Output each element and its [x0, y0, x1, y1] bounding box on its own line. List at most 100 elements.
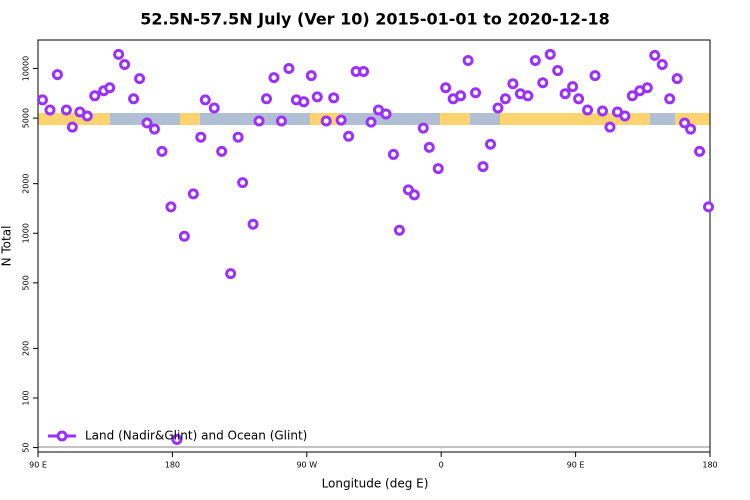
point [51, 69, 63, 81]
x-axis-label: Longitude (deg E) [322, 477, 429, 491]
y-tick-label: 1000 [22, 223, 31, 243]
point [195, 131, 207, 143]
point [268, 72, 280, 84]
point [216, 145, 228, 157]
point [232, 131, 244, 143]
point [552, 65, 564, 77]
point [237, 177, 249, 189]
legend-label: Land (Nadir&Glint) and Ocean (Glint) [85, 429, 307, 443]
point [165, 201, 177, 213]
point [104, 82, 116, 94]
point [423, 141, 435, 153]
point [589, 70, 601, 82]
x-tick-label: 90 E [567, 461, 585, 470]
point [462, 54, 474, 66]
x-tick-label: 180 [165, 461, 180, 470]
point [694, 145, 706, 157]
point [507, 78, 519, 90]
point [358, 66, 370, 78]
point [311, 91, 323, 103]
point [492, 102, 504, 114]
point [113, 48, 125, 60]
y-tick-label: 500 [22, 275, 31, 290]
x-tick-label: 0 [439, 461, 444, 470]
point [529, 54, 541, 66]
x-tick-label: 180 [702, 461, 717, 470]
y-tick-label: 2000 [22, 173, 31, 193]
point [417, 122, 429, 134]
point [298, 96, 310, 108]
point [44, 104, 56, 116]
point [604, 121, 616, 133]
point [522, 90, 534, 102]
point [148, 123, 160, 135]
point [619, 110, 631, 122]
chart-title: 52.5N-57.5N July (Ver 10) 2015-01-01 to … [140, 10, 610, 29]
point [408, 189, 420, 201]
point [440, 82, 452, 94]
y-tick-label: 200 [22, 341, 31, 356]
y-tick-label: 100 [22, 390, 31, 405]
point [187, 188, 199, 200]
point [432, 163, 444, 175]
point [393, 224, 405, 236]
point [208, 102, 220, 114]
point [335, 114, 347, 126]
point [156, 145, 168, 157]
point [60, 104, 72, 116]
x-tick-label: 90 E [29, 461, 47, 470]
plot-frame [37, 39, 711, 453]
point [119, 58, 131, 70]
point [703, 201, 715, 213]
point [582, 104, 594, 116]
point [81, 110, 93, 122]
point [387, 148, 399, 160]
y-axis-label: N Total [0, 226, 14, 267]
point [128, 93, 140, 105]
ocean-band [650, 113, 675, 125]
point [559, 88, 571, 100]
point [225, 268, 237, 280]
point [134, 73, 146, 85]
point [484, 138, 496, 150]
x-tick-label: 90 W [296, 461, 317, 470]
y-tick-label: 5000 [22, 108, 31, 128]
point [499, 93, 511, 105]
point [544, 48, 556, 60]
point [685, 123, 697, 135]
point [596, 105, 608, 117]
point [365, 116, 377, 128]
point [260, 93, 272, 105]
point [626, 90, 638, 102]
ocean-band [470, 113, 500, 125]
point [89, 90, 101, 102]
y-tick-label: 50 [22, 442, 31, 452]
point [537, 77, 549, 89]
point [343, 130, 355, 142]
point [178, 230, 190, 242]
point [328, 92, 340, 104]
point [671, 73, 683, 85]
y-tick-label: 10000 [22, 56, 31, 81]
point [477, 161, 489, 173]
point [283, 63, 295, 75]
point [641, 82, 653, 94]
point [320, 115, 332, 127]
point [470, 87, 482, 99]
point [656, 58, 668, 70]
point [66, 121, 78, 133]
point [664, 93, 676, 105]
point [573, 93, 585, 105]
point [455, 90, 467, 102]
point [199, 94, 211, 106]
point [649, 49, 661, 61]
point [305, 70, 317, 82]
point [679, 117, 691, 129]
legend-marker [56, 430, 68, 442]
ocean-band [340, 113, 440, 125]
point [253, 115, 265, 127]
point [247, 218, 259, 230]
point [141, 117, 153, 129]
